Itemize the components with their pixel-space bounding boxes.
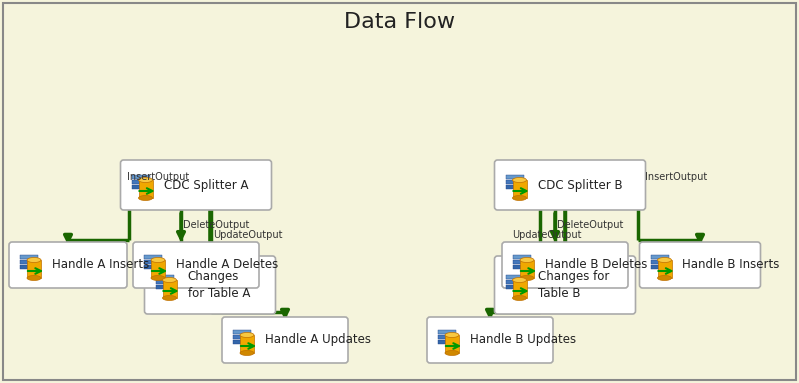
Bar <box>512 280 527 298</box>
Bar <box>138 180 153 198</box>
Bar <box>156 285 173 289</box>
Ellipse shape <box>512 278 527 283</box>
Ellipse shape <box>240 350 254 355</box>
Ellipse shape <box>520 275 534 280</box>
Bar <box>520 260 534 278</box>
Bar <box>144 255 162 259</box>
FancyBboxPatch shape <box>222 317 348 363</box>
Text: DeleteOutput: DeleteOutput <box>557 220 623 230</box>
Bar <box>233 330 251 334</box>
Bar <box>20 255 38 259</box>
FancyBboxPatch shape <box>145 256 276 314</box>
Bar <box>506 175 523 179</box>
Text: InsertOutput: InsertOutput <box>126 172 189 182</box>
Text: Handle A Inserts: Handle A Inserts <box>52 259 149 272</box>
Ellipse shape <box>138 195 153 200</box>
Ellipse shape <box>151 257 165 262</box>
Ellipse shape <box>520 257 534 262</box>
Text: Handle B Deletes: Handle B Deletes <box>545 259 647 272</box>
Ellipse shape <box>162 296 177 301</box>
Bar <box>438 340 456 344</box>
Text: CDC Splitter B: CDC Splitter B <box>538 178 622 192</box>
Bar <box>506 285 523 289</box>
FancyBboxPatch shape <box>9 242 127 288</box>
Bar <box>506 185 523 189</box>
Bar <box>240 335 254 353</box>
Bar <box>513 255 531 259</box>
FancyBboxPatch shape <box>639 242 761 288</box>
FancyBboxPatch shape <box>495 160 646 210</box>
Text: InsertOutput: InsertOutput <box>646 172 708 182</box>
FancyBboxPatch shape <box>121 160 272 210</box>
Ellipse shape <box>512 177 527 183</box>
Ellipse shape <box>151 275 165 280</box>
Ellipse shape <box>658 257 671 262</box>
Ellipse shape <box>445 350 459 355</box>
Text: Handle B Inserts: Handle B Inserts <box>682 259 780 272</box>
Bar <box>156 275 173 279</box>
Text: Handle A Deletes: Handle A Deletes <box>176 259 278 272</box>
Text: UpdateOutput: UpdateOutput <box>213 230 283 240</box>
Bar <box>445 335 459 353</box>
Ellipse shape <box>138 177 153 183</box>
Bar <box>438 330 456 334</box>
Bar <box>513 265 531 269</box>
Ellipse shape <box>162 278 177 283</box>
Bar <box>144 260 162 264</box>
Bar <box>233 335 251 339</box>
Bar <box>233 340 251 344</box>
Bar <box>438 335 456 339</box>
Ellipse shape <box>658 275 671 280</box>
Bar <box>650 255 669 259</box>
Bar <box>156 280 173 284</box>
Bar <box>506 280 523 284</box>
Text: Changes for
Table B: Changes for Table B <box>538 270 609 300</box>
Bar <box>506 275 523 279</box>
Ellipse shape <box>240 332 254 337</box>
Text: Handle B Updates: Handle B Updates <box>470 334 576 347</box>
Bar <box>20 260 38 264</box>
Ellipse shape <box>512 296 527 301</box>
Bar <box>506 180 523 184</box>
Bar <box>132 185 149 189</box>
FancyBboxPatch shape <box>427 317 553 363</box>
FancyBboxPatch shape <box>495 256 635 314</box>
Ellipse shape <box>27 275 41 280</box>
Text: CDC Splitter A: CDC Splitter A <box>164 178 248 192</box>
Bar <box>132 180 149 184</box>
Bar <box>513 260 531 264</box>
Bar <box>650 265 669 269</box>
Bar <box>650 260 669 264</box>
Bar <box>512 180 527 198</box>
Bar <box>20 265 38 269</box>
Ellipse shape <box>27 257 41 262</box>
FancyBboxPatch shape <box>133 242 259 288</box>
Text: DeleteOutput: DeleteOutput <box>183 220 249 230</box>
FancyBboxPatch shape <box>502 242 628 288</box>
Ellipse shape <box>445 332 459 337</box>
Text: Data Flow: Data Flow <box>344 12 455 32</box>
Bar <box>132 175 149 179</box>
Text: Changes
for Table A: Changes for Table A <box>188 270 250 300</box>
Bar <box>162 280 177 298</box>
Text: Handle A Updates: Handle A Updates <box>265 334 371 347</box>
Bar <box>27 260 41 278</box>
Bar <box>151 260 165 278</box>
Ellipse shape <box>512 195 527 200</box>
Bar <box>658 260 671 278</box>
Text: UpdateOutput: UpdateOutput <box>512 230 582 240</box>
Bar <box>144 265 162 269</box>
